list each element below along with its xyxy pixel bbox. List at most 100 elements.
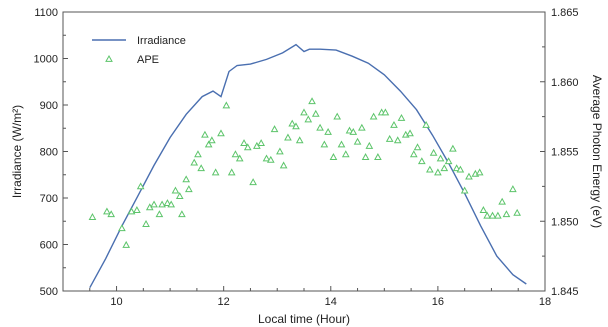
- ape-point: [502, 210, 511, 218]
- ape-point: [127, 207, 136, 215]
- ape-point: [369, 112, 378, 120]
- ape-point: [107, 210, 116, 218]
- ape-point: [243, 143, 252, 151]
- ape-point: [429, 148, 438, 156]
- ape-point: [118, 224, 126, 232]
- ape-point: [498, 197, 507, 205]
- series-irradiance-line: [89, 43, 527, 289]
- ape-point: [324, 127, 332, 135]
- left-y-tick-label: 800: [40, 147, 58, 159]
- ape-point: [175, 192, 184, 200]
- ape-point: [434, 168, 442, 176]
- left-y-tick-label: 1100: [34, 7, 58, 19]
- ape-point: [211, 168, 220, 176]
- ape-point: [304, 115, 313, 123]
- ape-point: [270, 125, 279, 133]
- ape-point: [167, 200, 176, 208]
- ape-point: [406, 129, 414, 137]
- left-y-tick-label: 700: [40, 193, 58, 205]
- ape-point: [295, 136, 304, 144]
- ape-point: [456, 165, 465, 173]
- legend: Irradiance APE: [92, 35, 186, 66]
- ape-point: [475, 168, 484, 176]
- ape-point: [204, 140, 213, 148]
- ape-point: [171, 186, 180, 194]
- ape-point: [393, 136, 402, 144]
- ape-point: [509, 185, 517, 193]
- ape-point: [217, 129, 225, 137]
- left-y-tick-label: 600: [40, 240, 58, 252]
- ape-point: [381, 108, 390, 116]
- x-tick-label: 14: [325, 296, 337, 308]
- ape-point: [279, 161, 288, 169]
- series-ape-points: [88, 97, 522, 248]
- ape-point: [194, 150, 202, 158]
- ape-point: [417, 157, 426, 165]
- ape-point: [460, 186, 469, 194]
- ape-point: [337, 140, 346, 148]
- ape-point: [353, 137, 362, 145]
- ape-point: [227, 168, 236, 176]
- ape-point: [197, 164, 206, 172]
- ape-point: [122, 240, 131, 248]
- ape-point: [240, 139, 248, 147]
- legend-irradiance-label: Irradiance: [137, 35, 186, 47]
- ape-point: [440, 164, 449, 172]
- right-y-tick-label: 1.860: [551, 77, 579, 89]
- x-tick-label: 18: [539, 296, 551, 308]
- legend-ape-swatch: [105, 54, 113, 62]
- ape-point: [284, 133, 292, 141]
- ape-point: [288, 119, 297, 127]
- ape-point: [413, 143, 422, 151]
- ape-point: [385, 134, 394, 142]
- ape-point: [300, 108, 308, 116]
- ape-point: [311, 109, 320, 117]
- ape-point: [397, 113, 406, 121]
- ape-point: [452, 164, 461, 172]
- ape-point: [103, 207, 111, 215]
- ape-point: [190, 158, 199, 166]
- ape-point: [276, 147, 284, 155]
- ape-point: [513, 208, 522, 216]
- ape-point: [365, 141, 374, 149]
- ape-point: [182, 175, 191, 183]
- legend-ape-label: APE: [137, 54, 159, 66]
- left-y-axis-title: Irradiance (W/m²): [10, 105, 24, 198]
- right-y-tick-label: 1.865: [551, 7, 579, 19]
- ape-point: [444, 157, 453, 165]
- ape-point: [465, 172, 473, 180]
- ape-point: [390, 120, 398, 128]
- left-y-tick-label: 500: [40, 286, 58, 298]
- ape-point: [488, 211, 497, 219]
- ape-point: [374, 153, 382, 160]
- ape-point: [163, 199, 172, 207]
- right-y-axis-title: Average Photon Energy (eV): [590, 75, 604, 228]
- ape-point: [257, 139, 266, 147]
- ape-point: [349, 127, 358, 135]
- ape-point: [316, 123, 324, 131]
- ape-point: [235, 154, 244, 162]
- right-y-tick-label: 1.845: [551, 286, 579, 298]
- ape-point: [357, 123, 366, 131]
- ape-point: [150, 200, 158, 208]
- ape-point: [436, 154, 445, 162]
- x-tick-label: 16: [432, 296, 444, 308]
- ape-point: [409, 150, 418, 158]
- ape-point: [494, 211, 502, 219]
- right-y-tick-label: 1.855: [551, 147, 579, 159]
- right-y-axis-ticks: 1.845 1.850 1.855 1.860 1.865: [540, 7, 579, 298]
- x-tick-label: 10: [110, 296, 122, 308]
- left-y-axis-ticks: 500 600 700 800 900 1000 1100: [34, 7, 68, 298]
- ape-point: [422, 120, 430, 128]
- x-axis-title: Local time (Hour): [258, 312, 350, 326]
- ape-point: [133, 206, 141, 213]
- ape-point: [483, 211, 492, 219]
- ape-point: [308, 97, 316, 105]
- ape-point: [88, 213, 97, 220]
- ape-point: [320, 140, 329, 148]
- ape-point: [231, 150, 240, 158]
- ape-point: [266, 155, 275, 163]
- ape-point: [185, 185, 193, 193]
- ape-point: [262, 154, 271, 162]
- ape-point: [361, 153, 370, 160]
